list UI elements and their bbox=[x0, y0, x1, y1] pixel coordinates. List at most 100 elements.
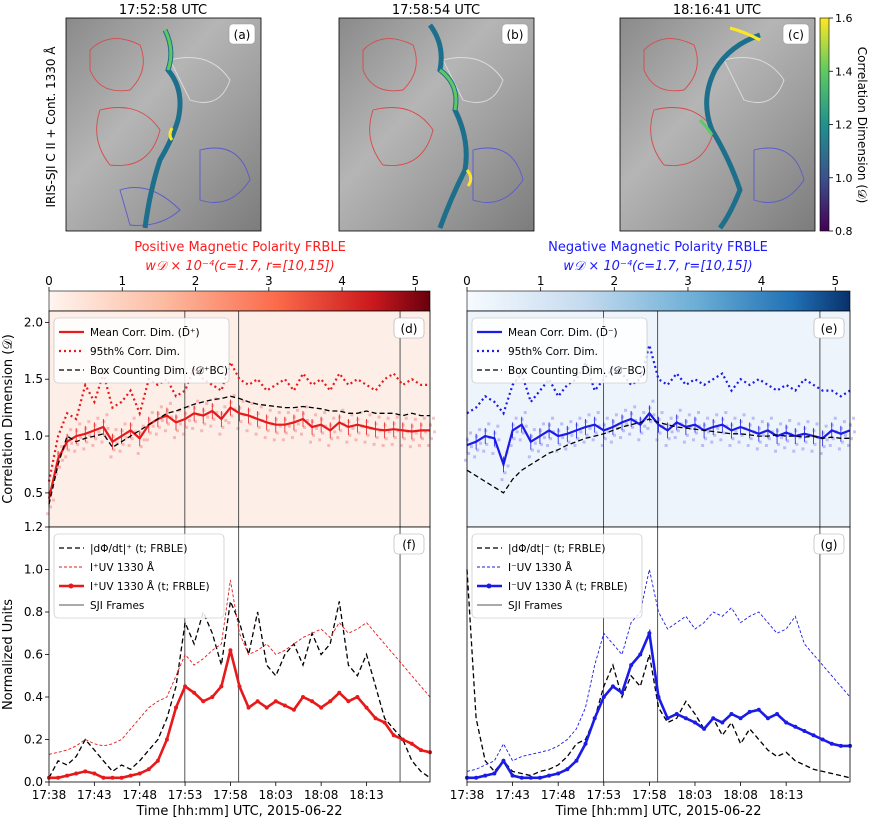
density-cell bbox=[666, 423, 670, 427]
y-axis-label: Correlation Dimension (𝒟) bbox=[1, 334, 16, 504]
density-cell bbox=[588, 426, 592, 430]
density-cell bbox=[730, 423, 734, 427]
series-flux bbox=[48, 599, 431, 779]
density-cell bbox=[780, 436, 784, 440]
density-cell bbox=[259, 405, 263, 409]
density-cell bbox=[70, 441, 74, 445]
y-tick-label: 1.0 bbox=[24, 429, 43, 443]
density-cell bbox=[643, 424, 647, 428]
top-axis-tick-label: 0 bbox=[463, 274, 471, 288]
charts-layer: 2.0 1.5 1.0 0.5 Correlation Dimension (𝒟) 0 1 2… bbox=[1, 274, 856, 819]
density-cell bbox=[509, 444, 513, 448]
density-cell bbox=[150, 411, 154, 415]
density-cell bbox=[275, 431, 279, 435]
density-cell bbox=[173, 436, 176, 440]
density-cell bbox=[621, 415, 625, 419]
data-point bbox=[355, 695, 360, 699]
density-cell bbox=[786, 439, 790, 443]
density-cell bbox=[682, 440, 686, 444]
density-cell bbox=[640, 431, 644, 435]
density-cell bbox=[386, 416, 390, 420]
density-cell bbox=[303, 425, 306, 429]
density-cell bbox=[719, 438, 723, 442]
density-cell bbox=[156, 412, 160, 416]
density-cell bbox=[728, 444, 732, 448]
density-cell bbox=[230, 414, 234, 418]
density-cell bbox=[724, 411, 728, 415]
colorbar-tick-label: 1.2 bbox=[835, 119, 853, 132]
density-cell bbox=[305, 405, 308, 409]
density-cell bbox=[721, 417, 725, 421]
density-cell bbox=[332, 416, 336, 420]
density-cell bbox=[476, 448, 480, 452]
density-cell bbox=[338, 415, 342, 419]
density-cell bbox=[133, 430, 137, 434]
density-cell bbox=[295, 408, 299, 412]
plot-frame bbox=[466, 526, 851, 783]
density-cell bbox=[630, 412, 634, 416]
data-point bbox=[838, 743, 843, 748]
density-cell bbox=[284, 431, 288, 435]
density-cell bbox=[277, 411, 281, 415]
density-cell bbox=[611, 420, 615, 424]
density-cell bbox=[347, 420, 351, 424]
density-cell bbox=[202, 408, 206, 412]
density-cell bbox=[374, 422, 378, 426]
density-cell bbox=[306, 419, 309, 422]
data-point bbox=[301, 695, 305, 699]
density-cell bbox=[676, 429, 680, 433]
x-axis-label: Time [hh:mm] UTC, 2015-06-22 bbox=[555, 804, 762, 819]
data-point bbox=[747, 709, 752, 714]
legend-label: 95th% Corr. Dim. bbox=[508, 346, 598, 358]
top-axis-tick-label: 2 bbox=[610, 274, 618, 288]
chart-panel-d: 2.0 1.5 1.0 0.5 Correlation Dimension (𝒟) 0 1 2… bbox=[1, 274, 436, 528]
density-cell bbox=[612, 433, 616, 437]
density-cell bbox=[420, 437, 424, 441]
density-cell bbox=[715, 413, 719, 417]
density-cell bbox=[661, 424, 665, 428]
data-point bbox=[83, 769, 88, 774]
density-cell bbox=[163, 429, 167, 433]
density-cell bbox=[427, 444, 430, 448]
density-cell bbox=[60, 445, 64, 449]
density-cell bbox=[229, 400, 233, 404]
density-cell bbox=[555, 449, 559, 453]
data-point bbox=[793, 724, 798, 729]
density-cell bbox=[136, 451, 140, 455]
data-point bbox=[592, 716, 597, 721]
density-cell bbox=[248, 422, 252, 426]
density-cell bbox=[79, 436, 83, 440]
colorbar-tick-label: 0.8 bbox=[835, 225, 853, 238]
density-cell bbox=[196, 399, 200, 403]
density-cell bbox=[417, 444, 421, 448]
data-point bbox=[537, 775, 542, 780]
density-cell bbox=[639, 417, 643, 421]
density-cell bbox=[138, 431, 142, 435]
density-cell bbox=[560, 422, 564, 426]
density-cell bbox=[847, 444, 850, 448]
density-cell bbox=[87, 420, 91, 424]
viridis-colorbar: 1.6 1.4 1.2 1.0 0.8 Correlation Dimension (𝒟… bbox=[819, 12, 869, 238]
density-cell bbox=[849, 423, 852, 427]
density-cell bbox=[473, 455, 477, 459]
density-cell bbox=[670, 430, 674, 434]
density-cell bbox=[157, 425, 161, 429]
density-cell bbox=[731, 437, 735, 441]
density-cell bbox=[194, 420, 198, 424]
density-cell bbox=[169, 415, 173, 419]
panel-c-tag: (c) bbox=[788, 28, 804, 42]
panel-tag: (g) bbox=[821, 538, 838, 552]
density-cell bbox=[503, 471, 507, 475]
right-title-line1: Negative Magnetic Polarity FRBLE bbox=[548, 240, 768, 255]
density-cell bbox=[265, 415, 269, 419]
data-point bbox=[101, 775, 106, 780]
density-cell bbox=[215, 411, 219, 415]
density-cell bbox=[272, 438, 276, 442]
density-cell bbox=[831, 437, 835, 441]
density-cell bbox=[381, 444, 385, 448]
density-cell bbox=[642, 411, 646, 415]
density-cell bbox=[757, 426, 761, 430]
density-cell bbox=[392, 422, 396, 426]
density-cell bbox=[375, 436, 379, 440]
data-point bbox=[811, 733, 816, 738]
